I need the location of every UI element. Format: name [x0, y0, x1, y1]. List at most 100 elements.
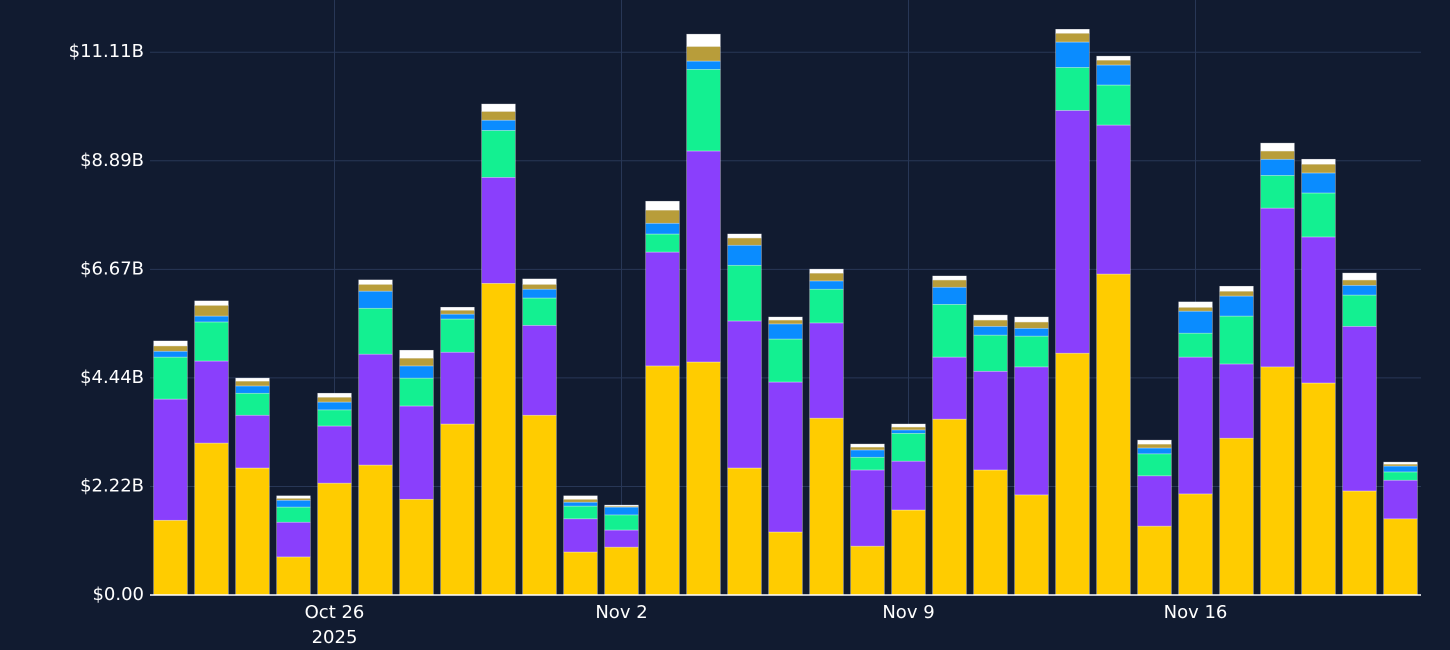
bar-segment: [317, 392, 352, 398]
bar-segment: [399, 405, 434, 500]
bar-segment: [153, 345, 188, 352]
bar-segment: [932, 418, 967, 596]
bar-segment: [563, 501, 598, 507]
bar-segment: [686, 150, 721, 363]
bar-segment: [235, 392, 270, 416]
bar-segment: [645, 233, 680, 253]
bar-segment: [891, 460, 926, 511]
bar-segment: [891, 509, 926, 596]
bar-segment: [850, 449, 885, 458]
bar-segment: [1342, 279, 1377, 286]
bar-segment: [932, 275, 967, 281]
bar-segment: [399, 498, 434, 596]
bar-segment: [563, 498, 598, 503]
bar-segment: [1055, 67, 1090, 111]
bar-segment: [932, 279, 967, 288]
bar-segment: [973, 469, 1008, 596]
bar-segment: [399, 365, 434, 379]
bar-segment: [645, 200, 680, 211]
bar-segment: [1219, 290, 1254, 297]
bar-segment: [358, 353, 393, 466]
bar-segment: [686, 46, 721, 62]
bar-segment: [235, 467, 270, 596]
bar-segment: [235, 377, 270, 382]
bar-segment: [1014, 316, 1049, 323]
bar-segment: [440, 423, 475, 596]
bar-segment: [809, 417, 844, 596]
bar-segment: [1014, 321, 1049, 329]
bar-segment: [604, 514, 639, 531]
bar-segment: [727, 467, 762, 596]
bar-segment: [522, 284, 557, 290]
bar-segment: [1342, 272, 1377, 281]
bar-segment: [358, 464, 393, 596]
bar-segment: [276, 556, 311, 596]
bar-segment: [973, 319, 1008, 327]
bar-segment: [973, 334, 1008, 372]
bar-segment: [522, 297, 557, 326]
bar-segment: [1096, 64, 1131, 86]
bar-segment: [563, 495, 598, 500]
bar-segment: [891, 423, 926, 428]
bar-segment: [1301, 192, 1336, 238]
bar-segment: [399, 357, 434, 367]
bar-segment: [1014, 366, 1049, 496]
bar-segment: [932, 356, 967, 420]
bar-segment: [1342, 490, 1377, 596]
bar-segment: [1014, 335, 1049, 368]
bar-segment: [1383, 518, 1418, 596]
bar-segment: [727, 320, 762, 469]
bar-segment: [358, 284, 393, 292]
bar-segment: [1219, 285, 1254, 292]
bar-segment: [645, 365, 680, 596]
bar-segment: [317, 409, 352, 427]
bar-segment: [686, 60, 721, 70]
bar-segment: [686, 33, 721, 47]
bar-segment: [1014, 327, 1049, 337]
bar-segment: [1178, 332, 1213, 358]
bar-segment: [194, 300, 229, 306]
bar-segment: [973, 326, 1008, 336]
bar-segment: [481, 119, 516, 131]
bar-segment: [645, 222, 680, 235]
bar-segment: [1301, 172, 1336, 194]
bar-segment: [1219, 295, 1254, 317]
bar-segment: [604, 529, 639, 548]
bar-segment: [809, 322, 844, 419]
bar-segment: [932, 286, 967, 305]
bar-segment: [481, 283, 516, 596]
bar-segment: [235, 414, 270, 469]
bar-segment: [1055, 41, 1090, 68]
bar-segment: [153, 398, 188, 521]
bar-segment: [1301, 382, 1336, 596]
y-tick-label: $11.11B: [69, 41, 144, 62]
bar-segment: [235, 385, 270, 394]
bar-segment: [604, 546, 639, 596]
bar-segment: [440, 318, 475, 353]
y-tick-label: $2.22B: [80, 475, 144, 496]
bar-segment: [317, 401, 352, 411]
bar-segment: [850, 443, 885, 448]
bar-segment: [481, 103, 516, 112]
bar-segment: [1301, 236, 1336, 384]
bar-segment: [1219, 315, 1254, 365]
bar-segment: [1096, 59, 1131, 66]
bar-segment: [1096, 273, 1131, 596]
bar-segment: [522, 278, 557, 285]
bar-segment: [522, 288, 557, 299]
bar-segment: [481, 177, 516, 284]
bar-segment: [1383, 461, 1418, 465]
bar-segment: [1096, 84, 1131, 126]
bar-segment: [276, 506, 311, 523]
bar-segment: [1301, 158, 1336, 165]
bar-segment: [1219, 363, 1254, 439]
bar-segment: [276, 499, 311, 508]
bar-segment: [645, 251, 680, 367]
bar-segment: [850, 446, 885, 451]
bar-segment: [276, 521, 311, 558]
bar-segment: [317, 482, 352, 596]
x-tick-label: Nov 2: [595, 602, 647, 623]
bar-segment: [891, 426, 926, 431]
bar-segment: [358, 307, 393, 355]
x-tick-label: Nov 16: [1164, 602, 1228, 623]
